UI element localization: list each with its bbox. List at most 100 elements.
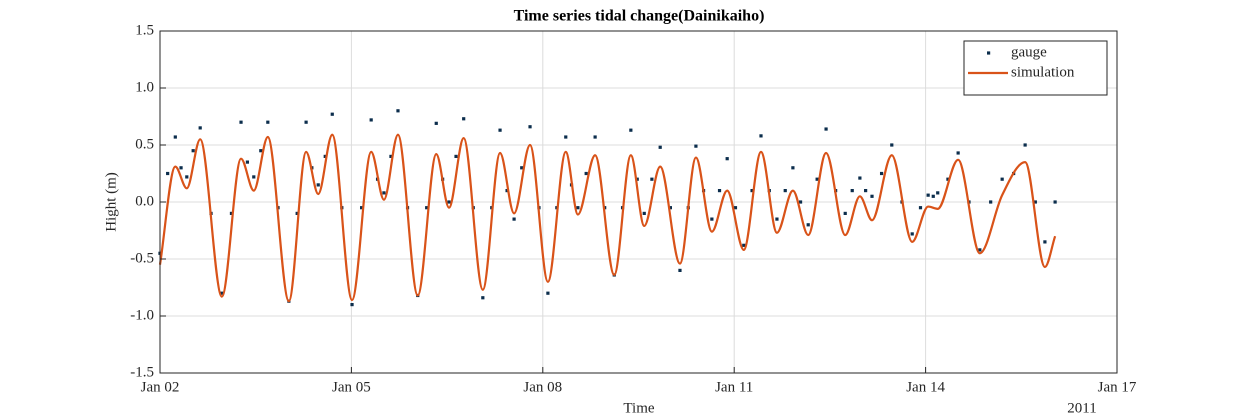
legend-label: simulation — [1011, 64, 1075, 80]
gauge-point — [360, 206, 364, 210]
gauge-point — [946, 177, 950, 181]
gauge-point — [520, 166, 524, 170]
gauge-point — [1053, 200, 1057, 204]
gauge-point — [481, 296, 485, 300]
legend-marker — [987, 51, 991, 55]
y-tick-label: -1.0 — [130, 307, 154, 323]
gauge-point — [710, 217, 714, 221]
gauge-point — [725, 157, 729, 161]
gauge-point — [678, 268, 682, 272]
y-tick-label: 0.0 — [135, 193, 154, 209]
gauge-point — [843, 211, 847, 215]
gauge-point — [918, 206, 923, 210]
gauge-point — [956, 151, 960, 155]
gauge-point — [850, 189, 854, 193]
gauge-point — [931, 194, 935, 198]
legend: gauge simulation — [963, 40, 1108, 96]
gauge-point — [564, 135, 568, 139]
gauge-point — [295, 211, 299, 215]
gauge-point — [1033, 200, 1037, 204]
gauge-point — [198, 126, 202, 130]
y-tick-label: 1.5 — [135, 22, 154, 38]
gauge-point — [173, 135, 177, 139]
x-tick-label: Jan 08 — [523, 379, 562, 395]
gauge-point — [434, 121, 438, 125]
gauge-point — [694, 144, 698, 148]
gauge-point — [733, 206, 738, 210]
gauge-point — [528, 125, 532, 129]
x-tick-label: Jan 02 — [141, 379, 180, 395]
gauge-point — [926, 193, 930, 197]
gauge-point — [350, 303, 354, 307]
gauge-point — [266, 120, 270, 124]
gauge-point — [717, 189, 722, 193]
gauge-point — [259, 149, 263, 153]
gauge-point — [593, 135, 597, 139]
gauge-point — [447, 200, 451, 204]
gauge-point — [179, 166, 183, 170]
gauge-point — [1023, 143, 1027, 147]
gauge-point — [858, 176, 862, 180]
ticks: Jan 02 Jan 05 Jan 08 Jan 11 Jan 14 Jan 17 -1.5… — [130, 22, 1137, 395]
gauge-point — [759, 134, 763, 138]
gauge-point — [462, 117, 466, 121]
chart-title: Time series tidal change(Dainikaiho) — [514, 8, 765, 25]
legend-label: gauge — [1011, 44, 1047, 60]
gauge-point — [815, 177, 819, 181]
y-tick-label: 1.0 — [135, 79, 154, 95]
gauge-point — [369, 118, 373, 122]
gauge-point — [220, 291, 224, 295]
gauge-point — [824, 127, 828, 131]
gauge-point — [316, 183, 320, 187]
gauge-point — [668, 206, 672, 210]
gauge-point — [798, 200, 803, 204]
gauge-point — [989, 200, 993, 204]
gauge-point — [936, 191, 940, 195]
y-axis-label: Hight (m) — [103, 172, 119, 232]
gauge-point — [546, 291, 550, 295]
gauge-point — [252, 175, 256, 179]
gauge-point — [304, 120, 308, 124]
gauge-point — [750, 189, 754, 193]
gauge-point — [425, 206, 429, 210]
gauge-point — [454, 154, 458, 158]
y-tick-label: -0.5 — [130, 250, 154, 266]
gauge-point — [775, 217, 779, 221]
simulation-line — [158, 133, 1057, 303]
gauge-point — [642, 211, 646, 215]
gauge-point — [864, 189, 868, 193]
gauge-point — [505, 189, 509, 193]
gauge-point — [650, 177, 654, 181]
x-tick-label: Jan 05 — [332, 379, 371, 395]
gauge-point — [910, 232, 914, 236]
marks — [158, 109, 1057, 307]
gauge-point — [576, 206, 580, 210]
gauge-point — [1000, 177, 1004, 181]
gauge-point — [229, 211, 234, 215]
gauge-point — [742, 243, 746, 247]
gauge-point — [239, 120, 243, 124]
gauge-point — [658, 145, 662, 149]
gauge-point — [245, 160, 250, 164]
gauge-point — [791, 166, 795, 170]
gauge-point — [185, 175, 189, 179]
gauge-point — [498, 128, 502, 132]
y-tick-label: -1.5 — [130, 364, 154, 380]
gauge-point — [382, 191, 386, 195]
legend-box — [963, 40, 1108, 96]
gauge-point — [890, 143, 894, 147]
gauge-point — [512, 217, 516, 221]
gauge-point — [323, 154, 327, 158]
x-axis-label: Time — [623, 400, 654, 416]
gauge-point — [166, 171, 170, 176]
x-tick-label: Jan 14 — [906, 379, 945, 395]
gauge-point — [879, 171, 884, 176]
gauge-point — [635, 177, 639, 181]
gauge-point — [870, 194, 874, 198]
gauge-point — [191, 149, 195, 153]
gauge-point — [806, 223, 810, 227]
gauge-point — [584, 171, 588, 176]
gauge-point — [783, 189, 787, 193]
